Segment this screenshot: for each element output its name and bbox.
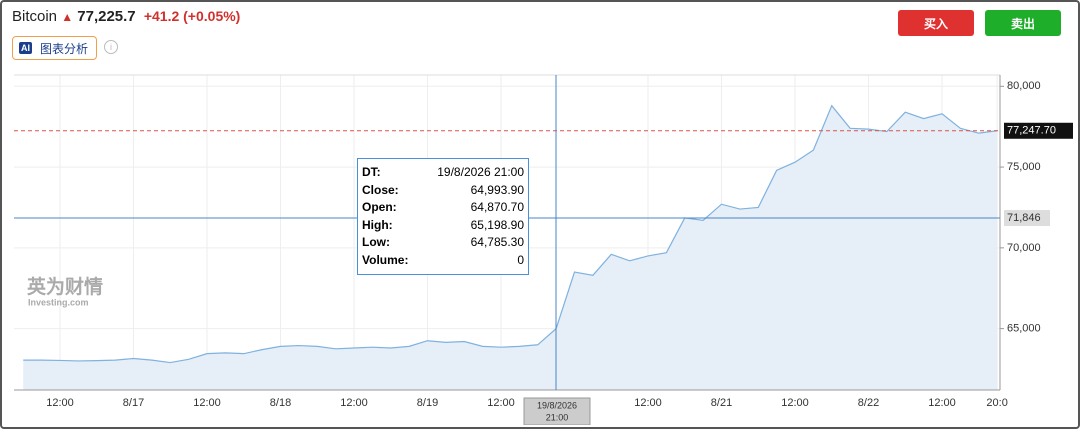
title: Bitcoin bbox=[12, 8, 58, 25]
x-tick-label: 12:00 bbox=[340, 397, 368, 409]
tooltip-key: Volume: bbox=[362, 252, 409, 267]
tooltip-value: 65,198.90 bbox=[470, 217, 524, 232]
tooltip-row: Low: 64,785.30 bbox=[362, 234, 524, 252]
info-icon[interactable]: i bbox=[104, 40, 118, 54]
tooltip-key: Open: bbox=[362, 200, 397, 214]
y-tick-label: 70,000 bbox=[1007, 242, 1041, 254]
watermark: 英为财情 bbox=[27, 275, 103, 298]
ai-badge: AI bbox=[19, 42, 32, 54]
last-price-label: 77,247.70 bbox=[1007, 125, 1056, 137]
y-tick-label: 75,000 bbox=[1007, 161, 1041, 173]
tooltip-key: Low: bbox=[362, 235, 390, 249]
x-tick-label: 8/19 bbox=[417, 397, 438, 409]
tooltip-value: 64,785.30 bbox=[470, 235, 524, 249]
ai-label: 图表分析 bbox=[40, 41, 89, 56]
x-tick-label: 8/21 bbox=[711, 397, 732, 409]
tooltip-key: High: bbox=[362, 217, 393, 232]
x-tick-label: 12:00 bbox=[487, 397, 515, 409]
crosshair-y-box bbox=[1004, 210, 1050, 227]
tooltip-value: 19/8/2026 21:00 bbox=[437, 165, 524, 179]
x-tick-label: 12:00 bbox=[634, 397, 662, 409]
x-tick-label: 12:00 bbox=[46, 397, 74, 409]
x-tick-label: 20:0 bbox=[986, 397, 1007, 409]
watermark: Investing.com bbox=[28, 297, 89, 307]
ai-button[interactable]: AI 图表分析 bbox=[12, 36, 98, 60]
x-tick-label: 8/18 bbox=[270, 397, 291, 409]
x-tick-label: 8/22 bbox=[858, 397, 879, 409]
change: +41.2 (+0.05%) bbox=[143, 8, 241, 24]
last-price-box bbox=[1004, 122, 1073, 139]
tooltip-value: 64,870.70 bbox=[470, 200, 524, 214]
tooltip-key: DT: bbox=[362, 165, 381, 179]
crosshair-x-label: 19/8/2026 bbox=[537, 400, 577, 410]
y-tick-label: 65,000 bbox=[1007, 323, 1041, 335]
crosshair-x-label: 21:00 bbox=[546, 412, 569, 422]
crosshair-x-box bbox=[523, 397, 591, 425]
x-tick-label: 12:00 bbox=[928, 397, 956, 409]
buy-button[interactable]: 买入 bbox=[898, 10, 974, 36]
tooltip-row: Open: 64,870.70 bbox=[362, 199, 524, 217]
tooltip: DT: 19/8/2026 21:00 Close: 64,993.90 Open: 64… bbox=[357, 158, 529, 275]
up-arrow: ▲ bbox=[61, 10, 74, 24]
header: Bitcoin ▲ 77,225.7 +41.2 (+0.05%) bbox=[12, 8, 240, 25]
tooltip-row: Close: 64,993.90 bbox=[362, 182, 524, 200]
tooltip-key: Close: bbox=[362, 182, 399, 197]
x-tick-label: 8/17 bbox=[123, 397, 144, 409]
x-tick-label: 12:00 bbox=[781, 397, 809, 409]
tooltip-row: High: 65,198.90 bbox=[362, 217, 524, 235]
tooltip-row: DT: 19/8/2026 21:00 bbox=[362, 164, 524, 182]
line bbox=[23, 104, 998, 364]
area bbox=[23, 105, 998, 390]
x-tick-label: 12:00 bbox=[193, 397, 221, 409]
tooltip-value: 0 bbox=[517, 252, 524, 267]
tooltip-row: Volume: 0 bbox=[362, 252, 524, 270]
sell-button[interactable]: 卖出 bbox=[985, 10, 1061, 36]
tooltip-value: 64,993.90 bbox=[470, 182, 524, 197]
crosshair-y-label: 71,846 bbox=[1007, 212, 1041, 224]
price: 77,225.7 bbox=[77, 8, 136, 25]
y-tick-label: 80,000 bbox=[1007, 80, 1041, 92]
